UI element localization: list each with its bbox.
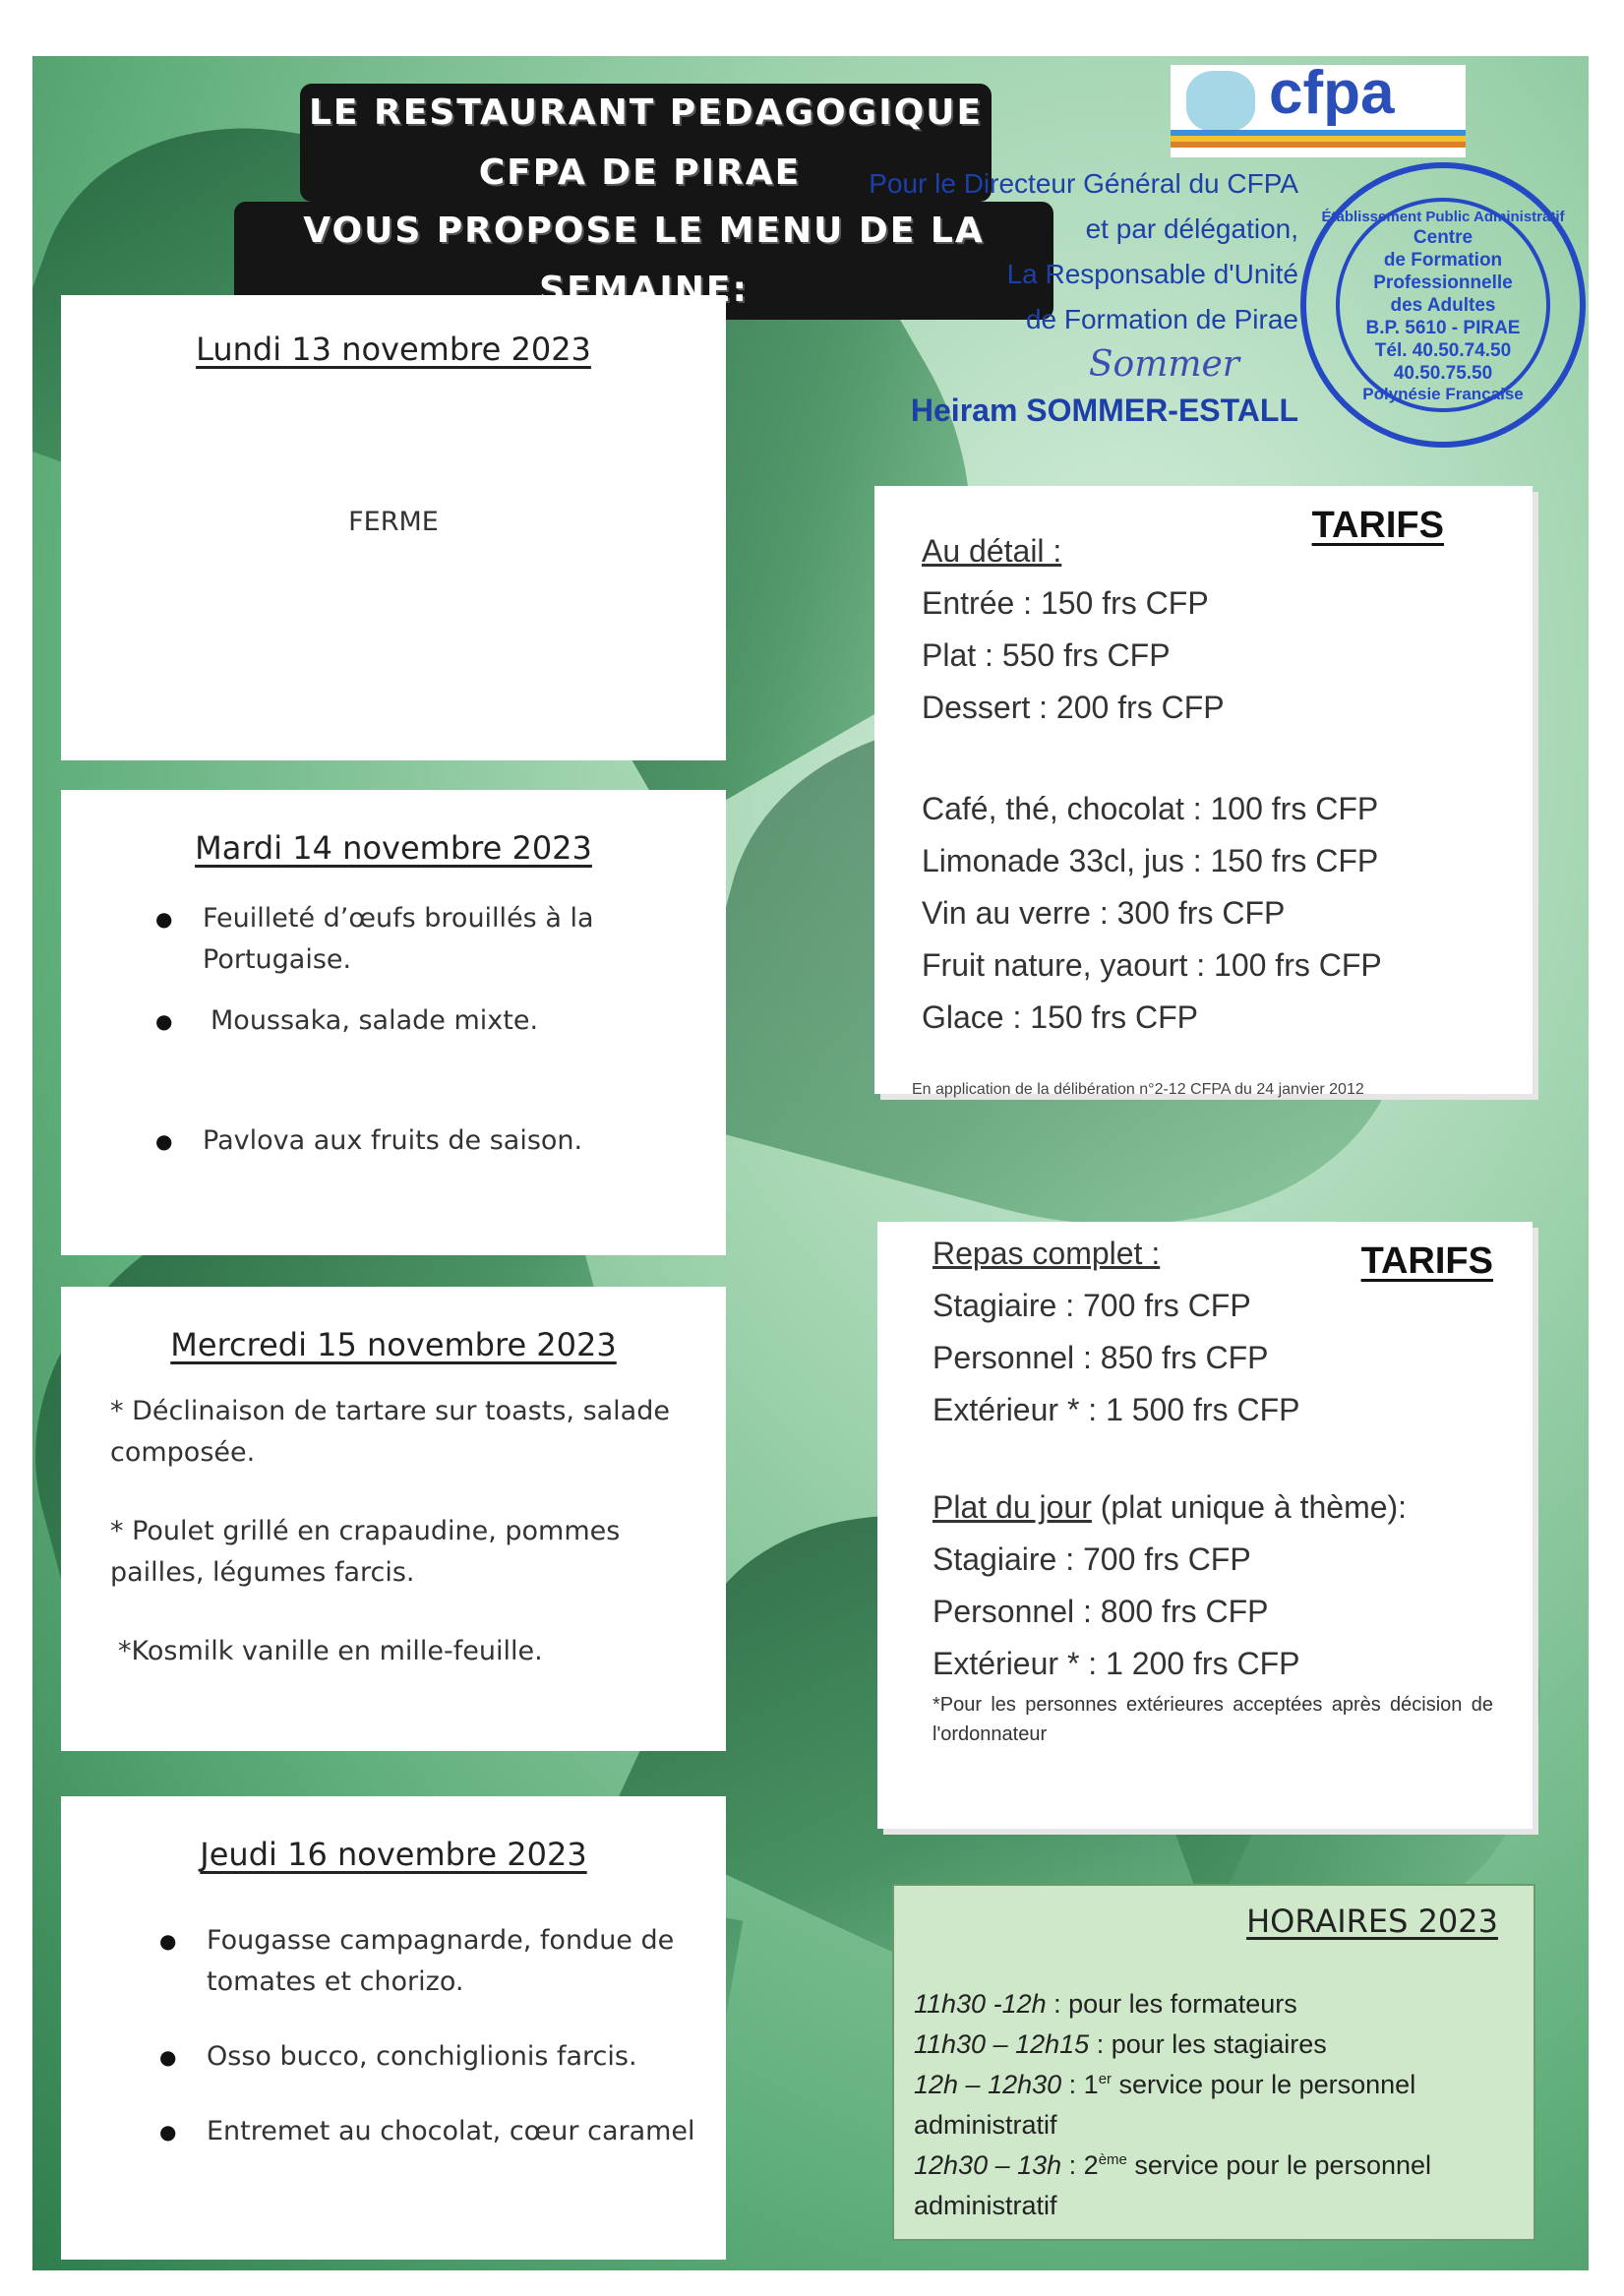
day-heading: Mercredi 15 novembre 2023: [170, 1326, 617, 1363]
menu-item: Pavlova aux fruits de saison.: [155, 1120, 667, 1162]
hours-sup: er: [1098, 2071, 1113, 2087]
menu-item: * Déclinaison de tartare sur toasts, sal…: [110, 1396, 670, 1468]
price-line: Plat : 550 frs CFP: [922, 637, 1171, 673]
price-line: Extérieur * : 1 200 frs CFP: [932, 1646, 1300, 1681]
closed-text: FERME: [348, 507, 439, 537]
title-line-2: CFPA DE PIRAE: [468, 144, 812, 203]
prices-subheading: Repas complet :: [932, 1236, 1161, 1271]
price-line: Personnel : 800 frs CFP: [932, 1594, 1269, 1629]
hours-row: 11h30 -12h : pour les formateurs: [914, 1984, 1524, 2024]
day-heading: Jeudi 16 novembre 2023: [200, 1836, 587, 1873]
price-line: Entrée : 150 frs CFP: [922, 585, 1209, 621]
signature-line: Pour le Directeur Général du CFPA: [869, 168, 1298, 199]
menu-item: Fougasse campagnarde, fondue de tomates …: [159, 1920, 700, 2003]
hours-desc: service pour le personnel administratif: [914, 2150, 1432, 2220]
logo-stripe: [1171, 130, 1466, 136]
price-line: Stagiaire : 700 frs CFP: [932, 1288, 1251, 1323]
signature-line: La Responsable d'Unité: [1006, 259, 1298, 289]
hours-time: 12h – 12h30: [914, 2070, 1062, 2099]
plat-du-jour-desc: (plat unique à thème):: [1091, 1489, 1408, 1525]
signature-line: de Formation de Pirae: [1025, 304, 1298, 334]
menu-item: Osso bucco, conchiglionis farcis.: [159, 2036, 700, 2078]
day-heading: Lundi 13 novembre 2023: [196, 331, 591, 368]
price-line: Vin au verre : 300 frs CFP: [922, 895, 1286, 931]
signature-block: Pour le Directeur Général du CFPA et par…: [846, 161, 1298, 433]
price-line: Glace : 150 frs CFP: [922, 999, 1198, 1035]
handwritten-signature: Sommer: [1088, 344, 1239, 385]
hours-time: 12h30 – 13h: [914, 2150, 1062, 2180]
signatory-name: Heiram SOMMER-ESTALL: [910, 393, 1298, 428]
prices-footnote: *Pour les personnes extérieures acceptée…: [932, 1694, 1493, 1745]
menu-item: Moussaka, salade mixte.: [155, 1000, 667, 1042]
price-line: Personnel : 850 frs CFP: [932, 1340, 1269, 1375]
day-card-tuesday: Mardi 14 novembre 2023 Feuilleté d’œufs …: [61, 790, 726, 1255]
hours-row: 11h30 – 12h15 : pour les stagiaires: [914, 2024, 1524, 2065]
prices-card-a-la-carte: TARIFS Au détail : Entrée : 150 frs CFP …: [874, 486, 1533, 1098]
logo-stripe: [1171, 136, 1466, 142]
price-line: Fruit nature, yaourt : 100 frs CFP: [922, 947, 1382, 983]
price-line: Café, thé, chocolat : 100 frs CFP: [922, 791, 1379, 826]
price-line: Stagiaire : 700 frs CFP: [932, 1541, 1251, 1577]
logo-stripe: [1171, 142, 1466, 148]
plat-du-jour-label: Plat du jour: [932, 1489, 1092, 1525]
day-card-monday: Lundi 13 novembre 2023 FERME: [61, 295, 726, 760]
hours-desc: service pour le personnel administratif: [914, 2070, 1416, 2140]
day-heading: Mardi 14 novembre 2023: [195, 829, 592, 867]
prices-card-meals: TARIFS Repas complet : Stagiaire : 700 f…: [877, 1222, 1533, 1829]
prices-heading: TARIFS: [1360, 1240, 1493, 1282]
opening-hours-card: HORAIRES 2023 11h30 -12h : pour les form…: [892, 1884, 1535, 2241]
hours-time: 11h30 -12h: [914, 1989, 1047, 2019]
price-line: Dessert : 200 frs CFP: [922, 690, 1225, 725]
day-card-wednesday: Mercredi 15 novembre 2023 * Déclinaison …: [61, 1287, 726, 1751]
price-line: Limonade 33cl, jus : 150 frs CFP: [922, 843, 1379, 878]
hours-desc: : pour les formateurs: [1046, 1989, 1297, 2019]
hours-row: 12h – 12h30 : 1er service pour le person…: [914, 2065, 1524, 2145]
menu-item: * Poulet grillé en crapaudine, pommes pa…: [110, 1516, 621, 1588]
day-card-thursday: Jeudi 16 novembre 2023 Fougasse campagna…: [61, 1796, 726, 2260]
prices-subheading: Au détail :: [922, 533, 1062, 569]
logo-faces-icon: [1186, 71, 1255, 132]
menu-item: *Kosmilk vanille en mille-feuille.: [118, 1636, 543, 1666]
hours-row: 12h30 – 13h : 2ème service pour le perso…: [914, 2145, 1524, 2226]
signature-line: et par délégation,: [1085, 213, 1298, 244]
prices-footnote: En application de la délibération n°2-12…: [912, 1081, 1364, 1098]
cfpa-logo: cfpa: [1171, 59, 1466, 157]
hours-heading: HORAIRES 2023: [1246, 1903, 1498, 1940]
stamp-inner-ring: [1336, 198, 1550, 412]
hours-sup: ème: [1098, 2151, 1127, 2168]
hours-desc: : 1: [1061, 2070, 1099, 2099]
price-line: Extérieur * : 1 500 frs CFP: [932, 1392, 1300, 1427]
official-stamp: Établissement Public Administratif Centr…: [1300, 162, 1586, 448]
menu-item: Entremet au chocolat, cœur caramel: [159, 2111, 700, 2152]
hours-desc: : pour les stagiaires: [1089, 2029, 1327, 2059]
hours-time: 11h30 – 12h15: [914, 2029, 1090, 2059]
hours-desc: : 2: [1061, 2150, 1099, 2180]
logo-text: cfpa: [1269, 59, 1395, 127]
menu-item: Feuilleté d’œufs brouillés à la Portugai…: [155, 898, 667, 981]
prices-heading: TARIFS: [1311, 505, 1444, 546]
